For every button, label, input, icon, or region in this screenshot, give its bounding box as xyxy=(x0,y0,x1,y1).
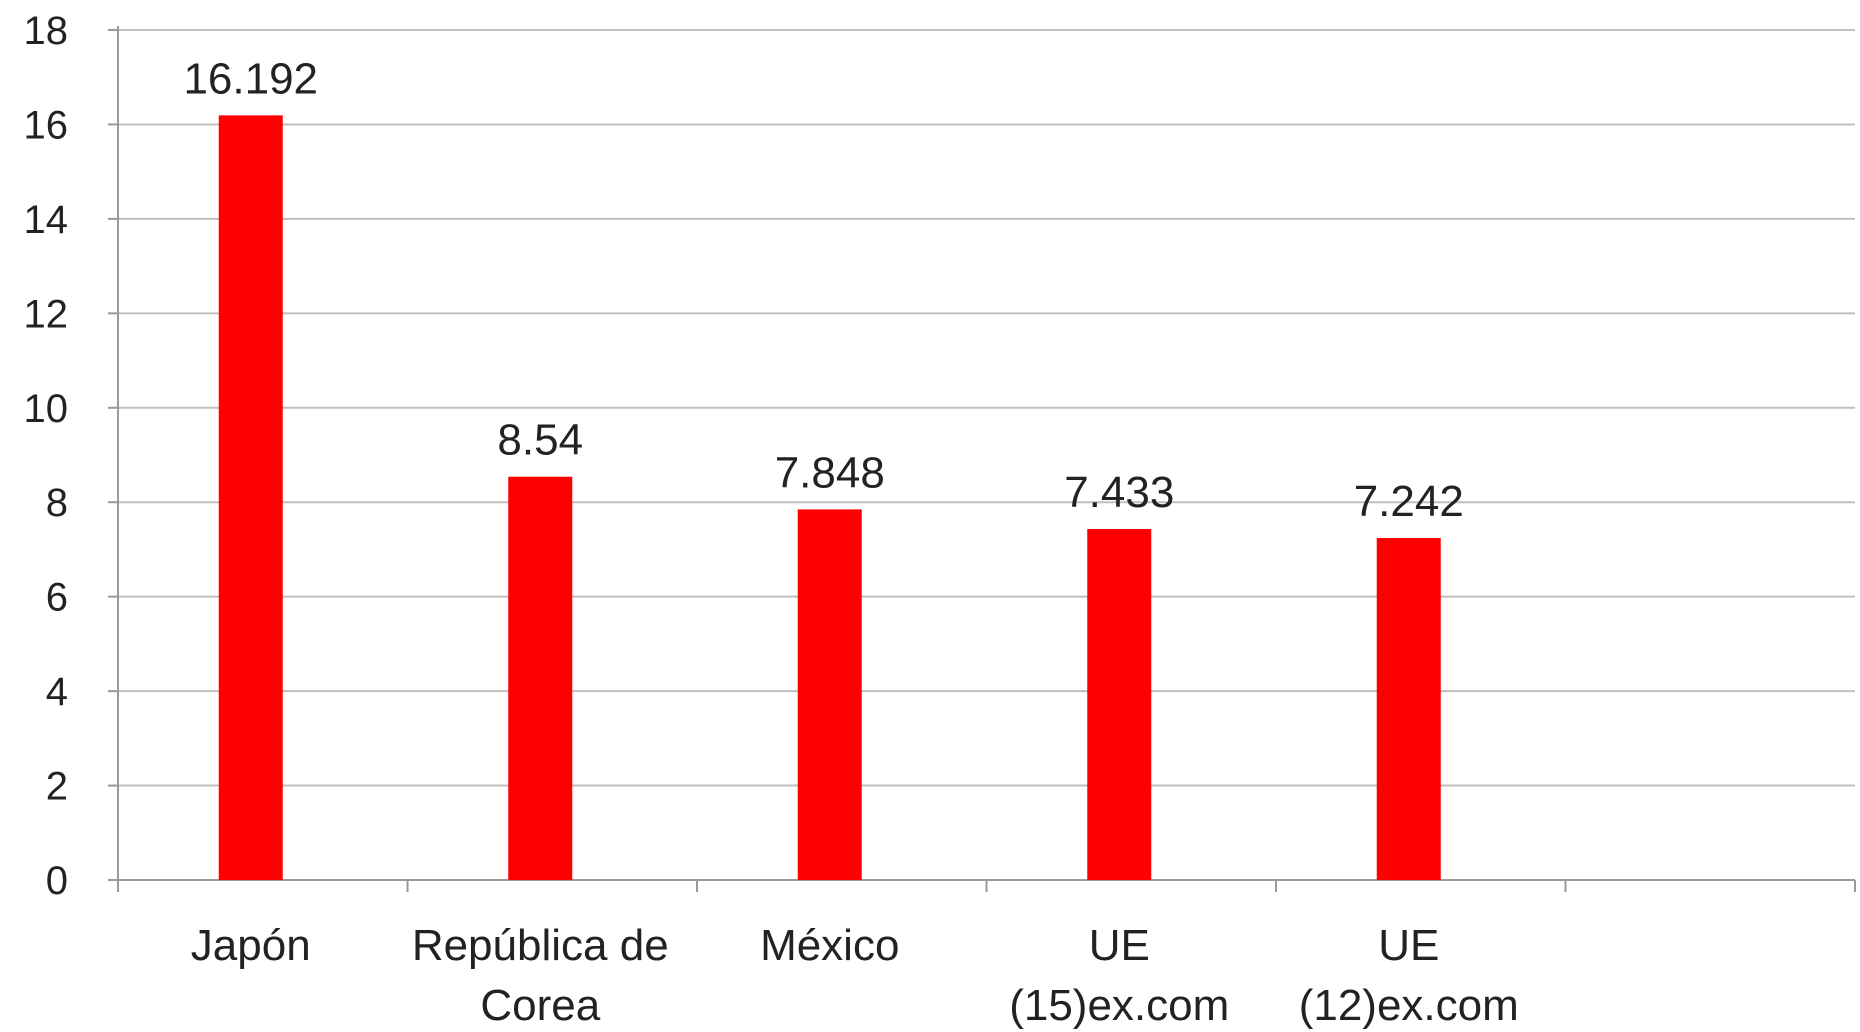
y-tick-label: 8 xyxy=(46,481,68,525)
bars xyxy=(218,115,1441,880)
data-label: 8.54 xyxy=(497,416,583,465)
x-category-labels: Japón República de Corea México UE (15)ex.com… xyxy=(191,921,1519,1030)
y-tick-label: 10 xyxy=(24,387,69,431)
bar xyxy=(508,476,573,880)
axes xyxy=(108,26,1856,892)
data-label: 7.242 xyxy=(1354,477,1464,526)
y-tick-label: 4 xyxy=(46,670,68,714)
y-tick-label: 0 xyxy=(46,859,68,903)
y-tick-label: 16 xyxy=(24,103,69,147)
data-label: 16.192 xyxy=(183,54,318,103)
data-label: 7.848 xyxy=(775,448,885,497)
x-category-label: UE xyxy=(1378,921,1439,970)
x-category-label: (15)ex.com xyxy=(1009,981,1229,1030)
x-category-label: (12)ex.com xyxy=(1299,981,1519,1030)
x-category-label: Japón xyxy=(191,921,311,970)
gridlines xyxy=(118,29,1855,787)
y-tick-label: 18 xyxy=(24,9,69,53)
bar xyxy=(218,115,283,880)
data-labels: 16.192 8.54 7.848 7.433 7.242 xyxy=(183,54,1463,526)
y-tick-label: 6 xyxy=(46,576,68,620)
bar xyxy=(1087,528,1152,880)
y-tick-label: 2 xyxy=(46,765,68,809)
y-tick-labels: 0 2 4 6 8 10 12 14 16 18 xyxy=(24,9,69,903)
bar xyxy=(797,509,862,880)
y-tick-label: 14 xyxy=(24,198,69,242)
bar xyxy=(1376,538,1441,880)
data-label: 7.433 xyxy=(1064,468,1174,517)
x-category-label: República de xyxy=(412,921,669,970)
x-category-label: México xyxy=(760,921,899,970)
x-category-label: Corea xyxy=(480,981,600,1030)
x-category-label: UE xyxy=(1089,921,1150,970)
y-tick-label: 12 xyxy=(24,292,69,336)
